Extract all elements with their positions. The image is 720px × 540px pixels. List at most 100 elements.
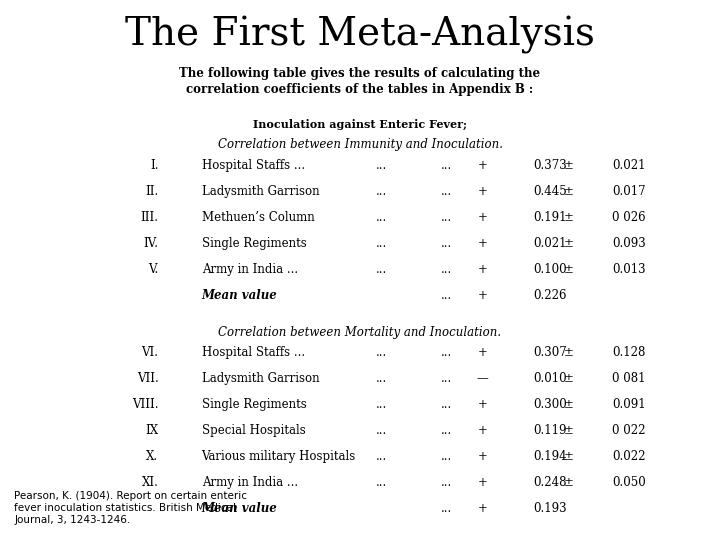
Text: 0.021: 0.021 [612, 159, 646, 172]
Text: ±: ± [564, 211, 574, 224]
Text: IV.: IV. [143, 237, 158, 250]
Text: ±: ± [564, 159, 574, 172]
Text: Correlation between Immunity and Inoculation.: Correlation between Immunity and Inocula… [217, 138, 503, 151]
Text: III.: III. [140, 211, 158, 224]
Text: 0 022: 0 022 [612, 424, 646, 437]
Text: X.: X. [146, 450, 158, 463]
Text: Single Regiments: Single Regiments [202, 237, 306, 250]
Text: 0.119: 0.119 [533, 424, 567, 437]
Text: Correlation between Mortality and Inoculation.: Correlation between Mortality and Inocul… [218, 326, 502, 339]
Text: 0.194: 0.194 [533, 450, 567, 463]
Text: ...: ... [376, 476, 387, 489]
Text: ...: ... [441, 237, 452, 250]
Text: ...: ... [441, 398, 452, 411]
Text: ...: ... [376, 185, 387, 198]
Text: ±: ± [564, 476, 574, 489]
Text: The following table gives the results of calculating the
correlation coefficient: The following table gives the results of… [179, 68, 541, 96]
Text: ...: ... [376, 159, 387, 172]
Text: ...: ... [441, 476, 452, 489]
Text: +: + [477, 159, 487, 172]
Text: 0.093: 0.093 [612, 237, 646, 250]
Text: Army in India ...: Army in India ... [202, 476, 298, 489]
Text: Pearson, K. (1904). Report on certain enteric
fever inoculation statistics. Brit: Pearson, K. (1904). Report on certain en… [14, 491, 248, 524]
Text: +: + [477, 346, 487, 359]
Text: +: + [477, 398, 487, 411]
Text: V.: V. [148, 263, 158, 276]
Text: +: + [477, 263, 487, 276]
Text: 0.226: 0.226 [533, 289, 567, 302]
Text: +: + [477, 185, 487, 198]
Text: 0.191: 0.191 [533, 211, 567, 224]
Text: ±: ± [564, 185, 574, 198]
Text: ...: ... [376, 237, 387, 250]
Text: +: + [477, 450, 487, 463]
Text: The First Meta-Analysis: The First Meta-Analysis [125, 16, 595, 54]
Text: ...: ... [376, 398, 387, 411]
Text: ...: ... [376, 450, 387, 463]
Text: ...: ... [376, 424, 387, 437]
Text: +: + [477, 424, 487, 437]
Text: 0.373: 0.373 [533, 159, 567, 172]
Text: ...: ... [441, 211, 452, 224]
Text: +: + [477, 476, 487, 489]
Text: Ladysmith Garrison: Ladysmith Garrison [202, 185, 319, 198]
Text: 0.021: 0.021 [533, 237, 567, 250]
Text: Hospital Staffs ...: Hospital Staffs ... [202, 159, 305, 172]
Text: +: + [477, 289, 487, 302]
Text: Mean value: Mean value [202, 289, 277, 302]
Text: ±: ± [564, 346, 574, 359]
Text: 0.128: 0.128 [612, 346, 645, 359]
Text: ±: ± [564, 263, 574, 276]
Text: ...: ... [441, 502, 452, 515]
Text: VII.: VII. [137, 372, 158, 385]
Text: ...: ... [441, 185, 452, 198]
Text: +: + [477, 502, 487, 515]
Text: Special Hospitals: Special Hospitals [202, 424, 305, 437]
Text: IX: IX [145, 424, 158, 437]
Text: Single Regiments: Single Regiments [202, 398, 306, 411]
Text: ±: ± [564, 237, 574, 250]
Text: ...: ... [441, 450, 452, 463]
Text: ...: ... [376, 346, 387, 359]
Text: I.: I. [150, 159, 158, 172]
Text: ...: ... [441, 424, 452, 437]
Text: ...: ... [441, 372, 452, 385]
Text: 0.017: 0.017 [612, 185, 646, 198]
Text: +: + [477, 237, 487, 250]
Text: 0.050: 0.050 [612, 476, 646, 489]
Text: ...: ... [376, 211, 387, 224]
Text: ±: ± [564, 372, 574, 385]
Text: Hospital Staffs ...: Hospital Staffs ... [202, 346, 305, 359]
Text: 0.307: 0.307 [533, 346, 567, 359]
Text: 0.248: 0.248 [533, 476, 567, 489]
Text: ±: ± [564, 450, 574, 463]
Text: Various military Hospitals: Various military Hospitals [202, 450, 356, 463]
Text: 0.013: 0.013 [612, 263, 646, 276]
Text: II.: II. [145, 185, 158, 198]
Text: VI.: VI. [141, 346, 158, 359]
Text: 0.193: 0.193 [533, 502, 567, 515]
Text: 0 081: 0 081 [612, 372, 646, 385]
Text: ...: ... [441, 346, 452, 359]
Text: VIII.: VIII. [132, 398, 158, 411]
Text: ...: ... [441, 159, 452, 172]
Text: +: + [477, 211, 487, 224]
Text: Methuen’s Column: Methuen’s Column [202, 211, 315, 224]
Text: 0.091: 0.091 [612, 398, 646, 411]
Text: 0.300: 0.300 [533, 398, 567, 411]
Text: ...: ... [376, 263, 387, 276]
Text: —: — [477, 372, 488, 385]
Text: 0.100: 0.100 [533, 263, 567, 276]
Text: Army in India ...: Army in India ... [202, 263, 298, 276]
Text: ±: ± [564, 398, 574, 411]
Text: 0.010: 0.010 [533, 372, 567, 385]
Text: Ladysmith Garrison: Ladysmith Garrison [202, 372, 319, 385]
Text: 0.022: 0.022 [612, 450, 646, 463]
Text: 0.445: 0.445 [533, 185, 567, 198]
Text: 0 026: 0 026 [612, 211, 646, 224]
Text: Mean value: Mean value [202, 502, 277, 515]
Text: ...: ... [441, 289, 452, 302]
Text: ...: ... [441, 263, 452, 276]
Text: ...: ... [376, 372, 387, 385]
Text: XI.: XI. [142, 476, 158, 489]
